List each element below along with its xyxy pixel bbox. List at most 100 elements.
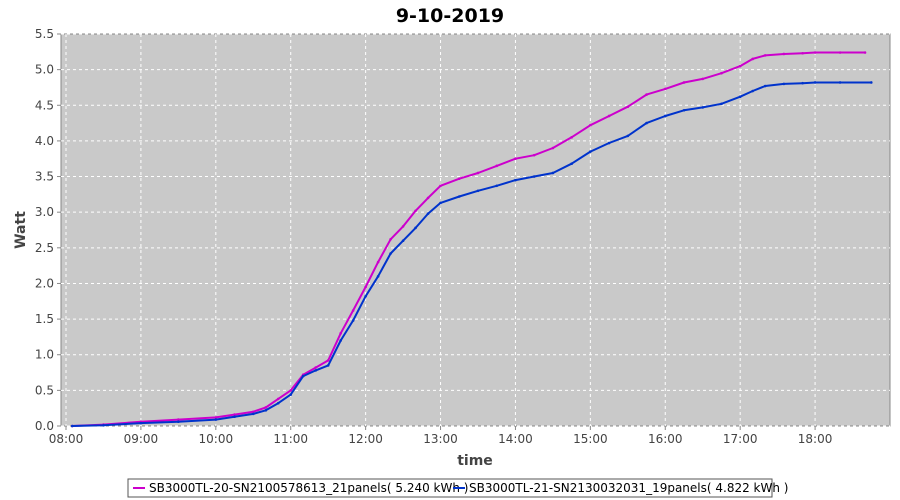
data-point xyxy=(645,121,648,125)
data-point xyxy=(251,410,255,414)
data-point xyxy=(682,108,686,112)
data-point xyxy=(589,150,592,153)
data-point xyxy=(663,114,667,118)
legend-box xyxy=(127,478,773,498)
x-tick-label: 09:00 xyxy=(124,432,159,446)
data-point xyxy=(401,239,405,242)
data-point xyxy=(551,146,555,150)
y-axis-label: Watt xyxy=(13,211,29,249)
y-tick-label: 1.0 xyxy=(35,348,54,362)
data-point xyxy=(782,52,786,56)
data-point xyxy=(289,389,293,392)
data-point xyxy=(264,409,268,412)
data-point xyxy=(738,95,742,99)
data-point xyxy=(314,369,317,372)
x-axis-label: time xyxy=(457,453,493,469)
data-point xyxy=(863,51,867,54)
data-point xyxy=(70,424,74,428)
y-tick-label: 2.5 xyxy=(35,241,54,255)
data-point xyxy=(607,114,611,118)
y-tick-label: 2.0 xyxy=(35,276,54,290)
y-tick-label: 1.5 xyxy=(35,312,54,326)
x-tick-label: 11:00 xyxy=(273,432,308,446)
data-point xyxy=(763,54,767,57)
data-point xyxy=(251,412,255,416)
data-point xyxy=(532,153,536,157)
y-tick-label: 4.0 xyxy=(35,134,54,148)
data-point xyxy=(801,51,804,55)
grid xyxy=(61,33,890,427)
y-tick-label: 3.5 xyxy=(35,170,54,184)
data-point xyxy=(801,81,804,85)
data-point xyxy=(439,201,442,205)
x-tick-label: 15:00 xyxy=(573,432,608,446)
data-point xyxy=(813,51,817,54)
data-point xyxy=(214,418,218,421)
data-point xyxy=(782,82,786,86)
legend: SB3000TL-20-SN2100578613_21panels( 5.240… xyxy=(127,478,788,498)
data-point xyxy=(738,64,742,68)
data-point xyxy=(514,157,517,161)
data-point xyxy=(139,421,143,425)
data-point xyxy=(276,397,280,401)
x-tick-label: 17:00 xyxy=(723,432,758,446)
x-tick-label: 16:00 xyxy=(648,432,683,446)
data-point xyxy=(701,77,705,81)
data-point xyxy=(476,171,480,175)
y-tick-label: 0.5 xyxy=(35,383,54,397)
data-point xyxy=(364,294,367,298)
data-point xyxy=(570,136,573,139)
legend-label: SB3000TL-20-SN2100578613_21panels( 5.240… xyxy=(149,481,468,495)
data-point xyxy=(289,393,293,396)
data-point xyxy=(663,87,667,91)
legend-label: SB3000TL-21-SN2130032031_19panels( 4.822… xyxy=(469,481,788,495)
data-point xyxy=(457,195,461,198)
data-point xyxy=(376,260,380,264)
data-point xyxy=(102,423,105,427)
data-point xyxy=(264,406,268,409)
data-point xyxy=(551,171,555,175)
axes: 08:00 09:00 10:00 11:00 12:00 13:00 14:00 15:00… xyxy=(35,27,832,446)
x-tick-label: 10:00 xyxy=(199,432,234,446)
data-point xyxy=(276,401,280,405)
data-point xyxy=(838,81,842,84)
series-layer xyxy=(70,51,873,428)
data-point xyxy=(607,141,611,145)
data-point xyxy=(314,366,317,369)
data-point xyxy=(339,332,342,335)
data-point xyxy=(376,275,380,278)
data-point xyxy=(495,164,499,168)
data-point xyxy=(838,51,842,54)
data-point xyxy=(589,123,592,127)
data-point xyxy=(439,184,442,188)
data-point xyxy=(476,189,480,193)
data-point xyxy=(426,212,430,215)
data-point xyxy=(813,81,817,84)
data-point xyxy=(339,339,342,342)
x-tick-label: 18:00 xyxy=(798,432,833,446)
x-tick-label: 08:00 xyxy=(49,432,84,446)
data-point xyxy=(177,420,180,424)
x-tick-label: 13:00 xyxy=(423,432,458,446)
data-point xyxy=(532,175,536,178)
data-point xyxy=(301,374,305,378)
data-point xyxy=(233,415,236,419)
data-point xyxy=(414,209,417,213)
y-tick-label: 5.5 xyxy=(35,27,54,41)
data-point xyxy=(426,196,430,200)
data-point xyxy=(214,416,218,419)
y-tick-label: 5.0 xyxy=(35,63,54,77)
data-point xyxy=(570,162,573,166)
data-point xyxy=(351,309,355,312)
data-point xyxy=(701,106,705,109)
data-point xyxy=(763,84,767,88)
x-tick-label: 12:00 xyxy=(348,432,383,446)
data-point xyxy=(645,93,648,96)
data-point xyxy=(626,134,630,138)
data-point xyxy=(233,413,236,416)
data-point xyxy=(751,57,754,61)
data-point xyxy=(401,225,405,228)
data-point xyxy=(495,184,499,188)
data-point xyxy=(720,102,723,106)
